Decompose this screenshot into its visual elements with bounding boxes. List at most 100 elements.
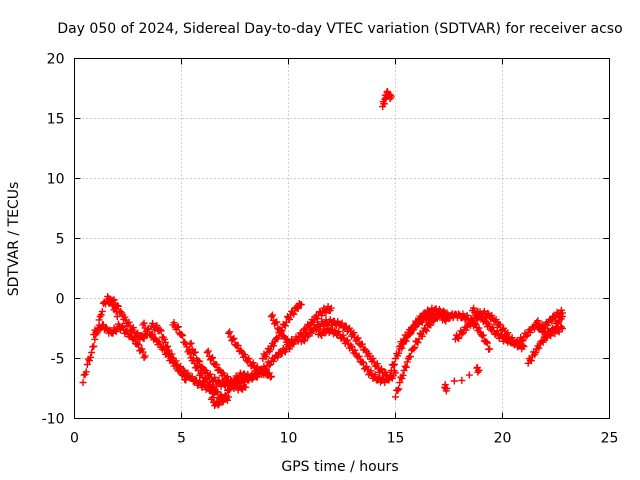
data-point — [548, 317, 556, 325]
data-point — [488, 311, 496, 319]
data-point — [411, 324, 419, 332]
data-point — [504, 329, 512, 337]
data-point — [93, 329, 101, 337]
data-point — [153, 322, 161, 330]
data-point — [187, 339, 195, 347]
data-point — [343, 336, 351, 344]
data-point — [558, 309, 566, 317]
data-point — [277, 326, 285, 334]
data-point — [353, 335, 361, 343]
data-point — [265, 369, 273, 377]
data-point — [91, 335, 99, 343]
data-point — [109, 297, 117, 305]
data-point — [465, 371, 473, 379]
data-point — [185, 346, 193, 354]
data-point — [423, 316, 431, 324]
data-point — [358, 340, 366, 348]
data-point — [392, 369, 399, 377]
data-point — [392, 393, 399, 401]
data-point — [378, 365, 386, 373]
y-tick-label: 0 — [56, 292, 65, 308]
data-point — [85, 357, 93, 365]
x-tick-label: 10 — [280, 431, 298, 447]
data-point — [270, 342, 278, 350]
data-point — [313, 315, 321, 323]
data-point — [266, 346, 274, 354]
y-tick-label: 15 — [47, 112, 65, 128]
data-point — [297, 301, 305, 308]
data-point — [427, 321, 435, 329]
series-track-5 — [148, 319, 220, 398]
data-point — [196, 358, 204, 366]
data-point — [218, 398, 226, 406]
data-point — [455, 334, 463, 342]
data-point — [534, 317, 542, 325]
data-point — [387, 367, 395, 374]
data-point — [136, 336, 144, 344]
data-point — [281, 322, 289, 330]
data-point — [555, 328, 563, 336]
data-point — [273, 334, 281, 342]
data-point — [172, 357, 180, 365]
data-point — [359, 359, 367, 367]
data-point — [294, 305, 302, 313]
data-point — [403, 332, 411, 340]
data-point — [213, 381, 221, 389]
data-point — [224, 396, 232, 404]
data-point — [234, 376, 242, 384]
grid — [74, 58, 610, 419]
y-tick-label: 20 — [47, 52, 65, 68]
y-tick-label: 10 — [47, 172, 65, 188]
series-track-11 — [259, 299, 305, 362]
x-axis-label: GPS time / hours — [281, 459, 398, 475]
data-point — [125, 318, 133, 326]
data-point — [156, 326, 164, 334]
data-point — [558, 325, 566, 332]
data-point — [179, 332, 187, 340]
data-point — [138, 345, 146, 353]
series-track-24 — [533, 306, 566, 333]
data-point — [274, 335, 282, 343]
data-point — [178, 331, 185, 338]
data-point — [139, 348, 147, 356]
x-tick-label: 25 — [601, 431, 619, 447]
data-point — [141, 352, 149, 360]
data-point — [354, 334, 362, 342]
data-point — [427, 315, 435, 323]
data-point — [164, 342, 172, 350]
data-point — [543, 321, 551, 329]
data-point — [406, 329, 414, 337]
data-point — [395, 385, 403, 393]
data-point — [443, 385, 451, 392]
data-point — [191, 348, 199, 356]
data-point — [108, 300, 116, 308]
data-point — [225, 329, 233, 337]
data-point — [129, 324, 137, 332]
data-point — [213, 361, 221, 369]
y-axis-label: SDTVAR / TECUs — [6, 182, 22, 297]
data-point — [103, 325, 111, 332]
data-point — [493, 327, 501, 335]
data-point — [406, 353, 414, 361]
data-point — [338, 319, 346, 327]
data-point — [532, 349, 540, 357]
data-point — [318, 312, 326, 320]
data-point — [526, 329, 534, 337]
x-tick-label: 20 — [494, 431, 512, 447]
data-point — [209, 354, 217, 362]
data-point — [316, 327, 324, 335]
data-point — [203, 349, 211, 356]
data-point — [224, 373, 232, 381]
data-point — [492, 316, 500, 324]
data-point — [267, 373, 275, 380]
data-point — [470, 304, 478, 312]
data-point — [369, 354, 377, 362]
data-point — [165, 346, 173, 354]
y-tick-label: -5 — [51, 352, 65, 368]
data-point — [347, 341, 355, 349]
x-tick-label: 0 — [70, 431, 79, 447]
data-point — [450, 377, 458, 385]
data-point — [478, 332, 486, 340]
data-point — [268, 311, 276, 319]
